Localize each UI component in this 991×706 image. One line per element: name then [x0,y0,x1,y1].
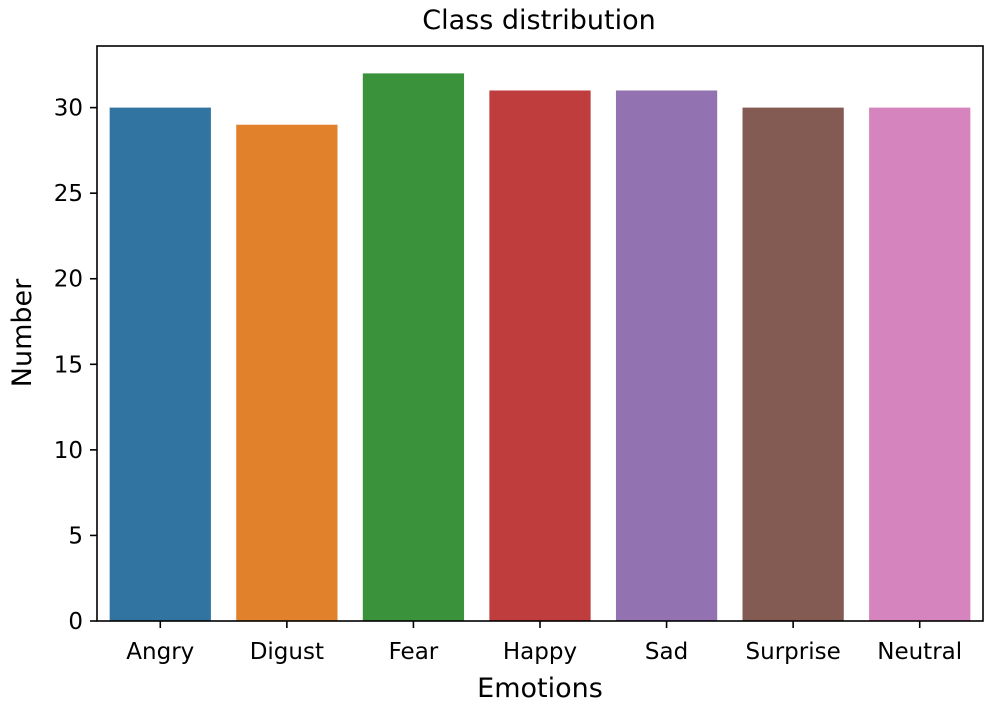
x-tick-label: Sad [645,639,688,665]
x-tick-label: Digust [250,639,324,665]
bar-happy [489,90,591,622]
y-tick-label: 0 [68,609,83,635]
x-tick-label: Neutral [877,639,962,665]
x-tick-label: Surprise [746,639,841,665]
y-axis-ticks: 0 5 10 15 20 25 30 [54,96,97,635]
bar-fear [362,73,465,621]
y-tick-label: 5 [68,523,83,549]
bar-digust [236,124,338,621]
x-tick-label: Fear [389,639,439,665]
x-axis-label: Emotions [477,673,603,704]
y-tick-label: 25 [54,181,83,207]
y-axis-label: Number [7,278,38,387]
bar-neutral [869,107,971,622]
bar-angry [109,107,211,622]
bar-sad [615,90,718,622]
y-tick-label: 10 [54,438,83,464]
bars-group [109,73,971,622]
chart-title: Class distribution [422,5,655,36]
bar-surprise [742,107,844,622]
y-tick-label: 30 [54,96,83,122]
x-axis-ticks: Angry Digust Fear Happy Sad Surprise Neutral [126,621,962,665]
x-tick-label: Happy [503,639,577,665]
y-tick-label: 20 [54,267,83,293]
y-tick-label: 15 [54,352,83,378]
x-tick-label: Angry [126,639,194,665]
